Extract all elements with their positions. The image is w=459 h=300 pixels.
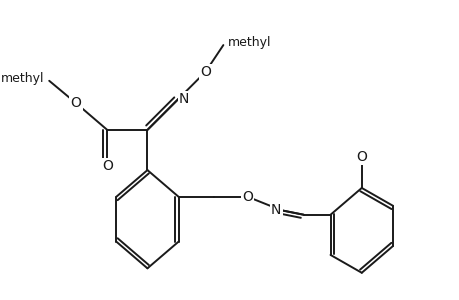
Text: O: O <box>200 65 211 79</box>
Text: O: O <box>101 159 112 172</box>
Text: methyl: methyl <box>227 36 271 49</box>
Text: N: N <box>270 203 281 217</box>
Text: N: N <box>178 92 189 106</box>
Text: O: O <box>70 96 81 110</box>
Text: methyl: methyl <box>1 72 45 85</box>
Text: O: O <box>242 190 253 204</box>
Text: O: O <box>356 150 366 164</box>
